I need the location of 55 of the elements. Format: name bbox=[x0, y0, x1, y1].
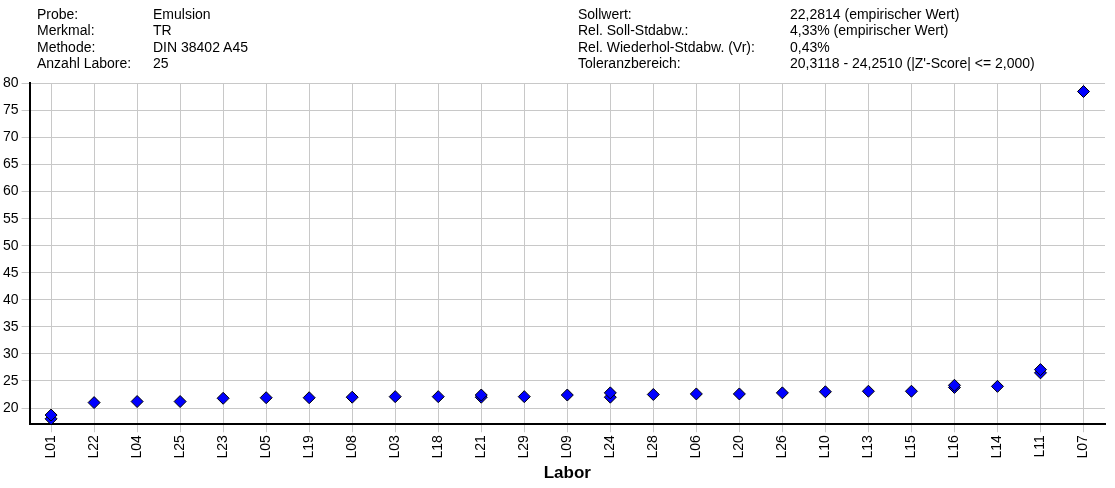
x-tick-label: L23 bbox=[214, 435, 231, 459]
y-tick-label: 75 bbox=[2, 101, 19, 118]
text: Merkmal: bbox=[37, 22, 96, 40]
x-tick-label: L11 bbox=[1031, 435, 1048, 458]
text: 25 bbox=[153, 54, 170, 72]
x-tick-label: L14 bbox=[988, 435, 1005, 459]
text: 20,3118 - 24,2510 (|Z'-Score| <= 2,000) bbox=[790, 54, 1036, 72]
y-tick-label: 35 bbox=[2, 317, 19, 334]
text: DIN 38402 A45 bbox=[153, 38, 249, 56]
x-tick-label: L18 bbox=[429, 435, 446, 459]
x-tick-label: L28 bbox=[644, 435, 661, 459]
y-tick-label: 25 bbox=[2, 371, 19, 388]
y-tick-label: 80 bbox=[2, 74, 19, 91]
text: 22,2814 (empirischer Wert) bbox=[790, 6, 961, 24]
x-tick-label: L26 bbox=[773, 435, 790, 459]
text: 0,43% bbox=[790, 38, 831, 56]
x-tick-label: L29 bbox=[515, 435, 532, 459]
x-tick-label: L10 bbox=[816, 435, 833, 459]
x-tick-label: L08 bbox=[343, 435, 360, 459]
text: Emulsion bbox=[153, 6, 212, 24]
y-tick-label: 45 bbox=[2, 263, 19, 280]
x-tick-label: L03 bbox=[386, 435, 403, 459]
x-tick-label: L01 bbox=[41, 435, 58, 459]
x-tick-label: L15 bbox=[902, 435, 919, 459]
y-tick-label: 65 bbox=[2, 155, 19, 172]
text: TR bbox=[153, 22, 173, 40]
text: Rel. Wiederhol-Stdabw. (Vr): bbox=[578, 38, 756, 56]
y-tick-label: 50 bbox=[2, 236, 19, 253]
x-tick-label: L16 bbox=[945, 435, 962, 459]
x-tick-label: L13 bbox=[859, 435, 876, 459]
text: Toleranzbereich: bbox=[578, 54, 682, 72]
x-tick-label: L09 bbox=[558, 435, 575, 459]
x-tick-label: L22 bbox=[84, 435, 101, 459]
text: Anzahl Labore: bbox=[37, 54, 133, 72]
x-tick-label: L25 bbox=[170, 435, 187, 459]
x-tick-label: L24 bbox=[601, 435, 618, 459]
y-tick-label: 30 bbox=[2, 344, 19, 361]
y-tick-label: 70 bbox=[2, 128, 19, 145]
text: Sollwert: bbox=[578, 6, 633, 24]
y-tick-label: 60 bbox=[2, 182, 19, 199]
text: Rel. Soll-Stdabw.: bbox=[578, 22, 690, 40]
y-tick-label: 40 bbox=[2, 290, 19, 307]
x-axis-title: Labor bbox=[543, 463, 592, 483]
x-tick-label: L19 bbox=[300, 435, 317, 459]
text: Probe: bbox=[37, 6, 80, 24]
text: Methode: bbox=[37, 38, 97, 56]
x-tick-label: L05 bbox=[257, 435, 274, 459]
x-tick-label: L06 bbox=[687, 435, 704, 459]
x-tick-label: L21 bbox=[472, 435, 489, 459]
x-tick-label: L04 bbox=[127, 435, 144, 459]
y-tick-label: 55 bbox=[2, 209, 19, 226]
text: 4,33% (empirischer Wert) bbox=[790, 22, 950, 40]
x-tick-label: L07 bbox=[1074, 435, 1091, 459]
y-tick-label: 20 bbox=[2, 398, 19, 415]
x-tick-label: L20 bbox=[730, 435, 747, 459]
